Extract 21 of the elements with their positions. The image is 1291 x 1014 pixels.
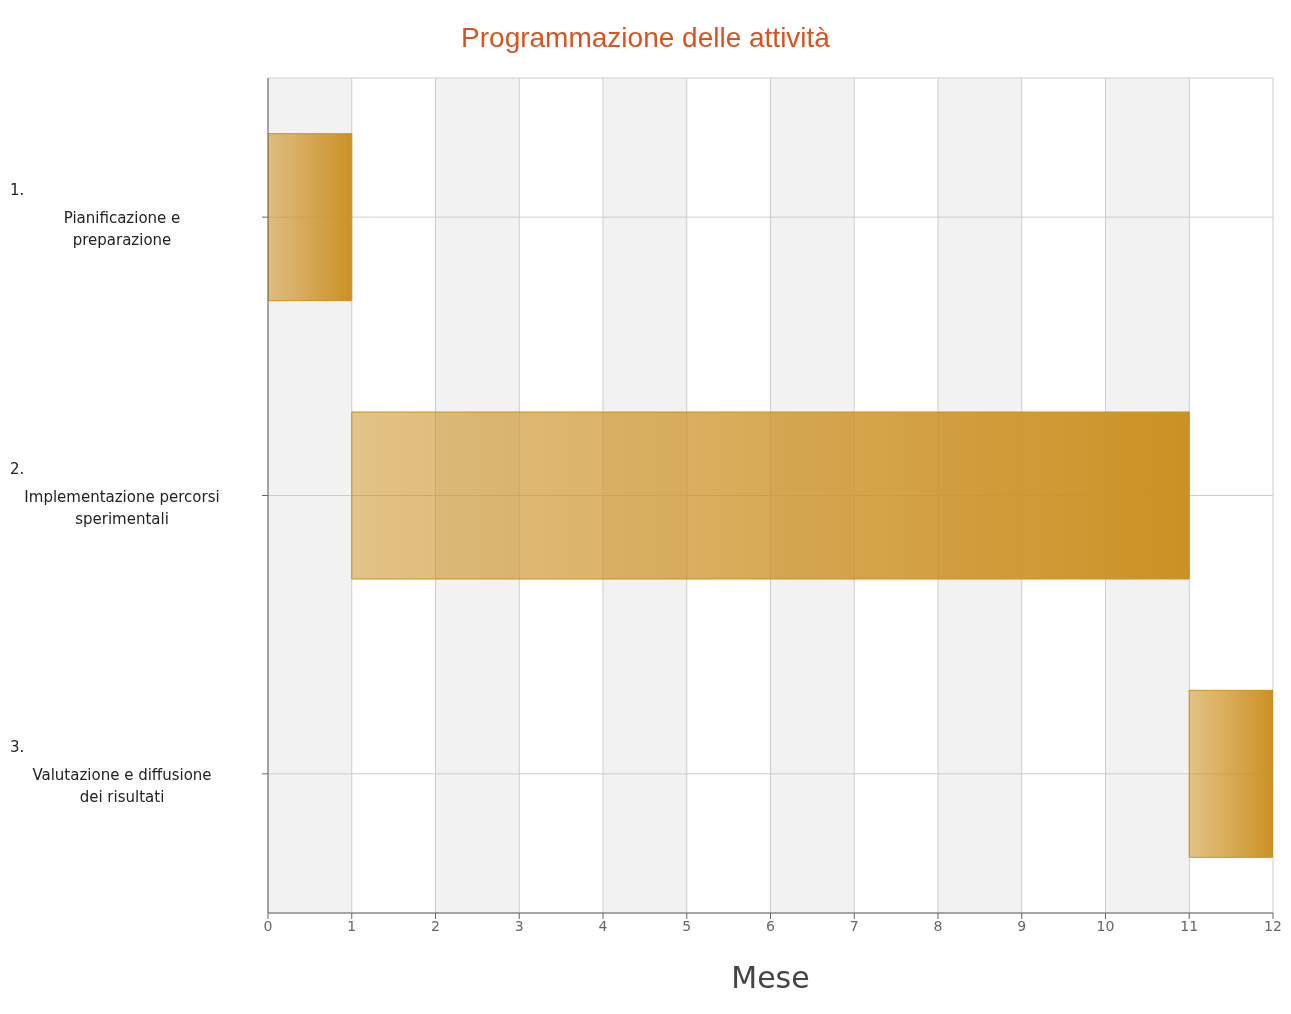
x-tick-label: 2 bbox=[431, 917, 440, 934]
x-axis-title: Mese bbox=[731, 960, 810, 995]
x-tick-label: 5 bbox=[682, 917, 692, 934]
x-tick-label: 9 bbox=[1017, 917, 1027, 934]
x-tick-label: 11 bbox=[1180, 917, 1199, 934]
x-tick-label: 8 bbox=[933, 917, 943, 934]
x-tick-label: 3 bbox=[514, 917, 524, 934]
bar bbox=[351, 411, 1190, 580]
x-tick-label: 0 bbox=[263, 917, 273, 934]
x-tick-label: 4 bbox=[598, 917, 608, 934]
x-tick-label: 6 bbox=[766, 917, 776, 934]
x-tick-label: 1 bbox=[347, 917, 357, 934]
bar bbox=[1188, 689, 1273, 858]
category-label: 1. Pianificazione e preparazione bbox=[10, 181, 181, 250]
y-tick-label: 3. Valutazione e diffusione dei risultati bbox=[10, 737, 212, 806]
chart-title: Programmazione delle attività bbox=[460, 22, 831, 54]
x-tick-label: 12 bbox=[1264, 917, 1282, 934]
x-tick-label: 7 bbox=[849, 917, 859, 934]
y-tick-label: 2. Implementazione percorsi sperimentali bbox=[10, 459, 220, 528]
x-tick-label: 10 bbox=[1096, 917, 1115, 934]
bar bbox=[268, 133, 353, 302]
